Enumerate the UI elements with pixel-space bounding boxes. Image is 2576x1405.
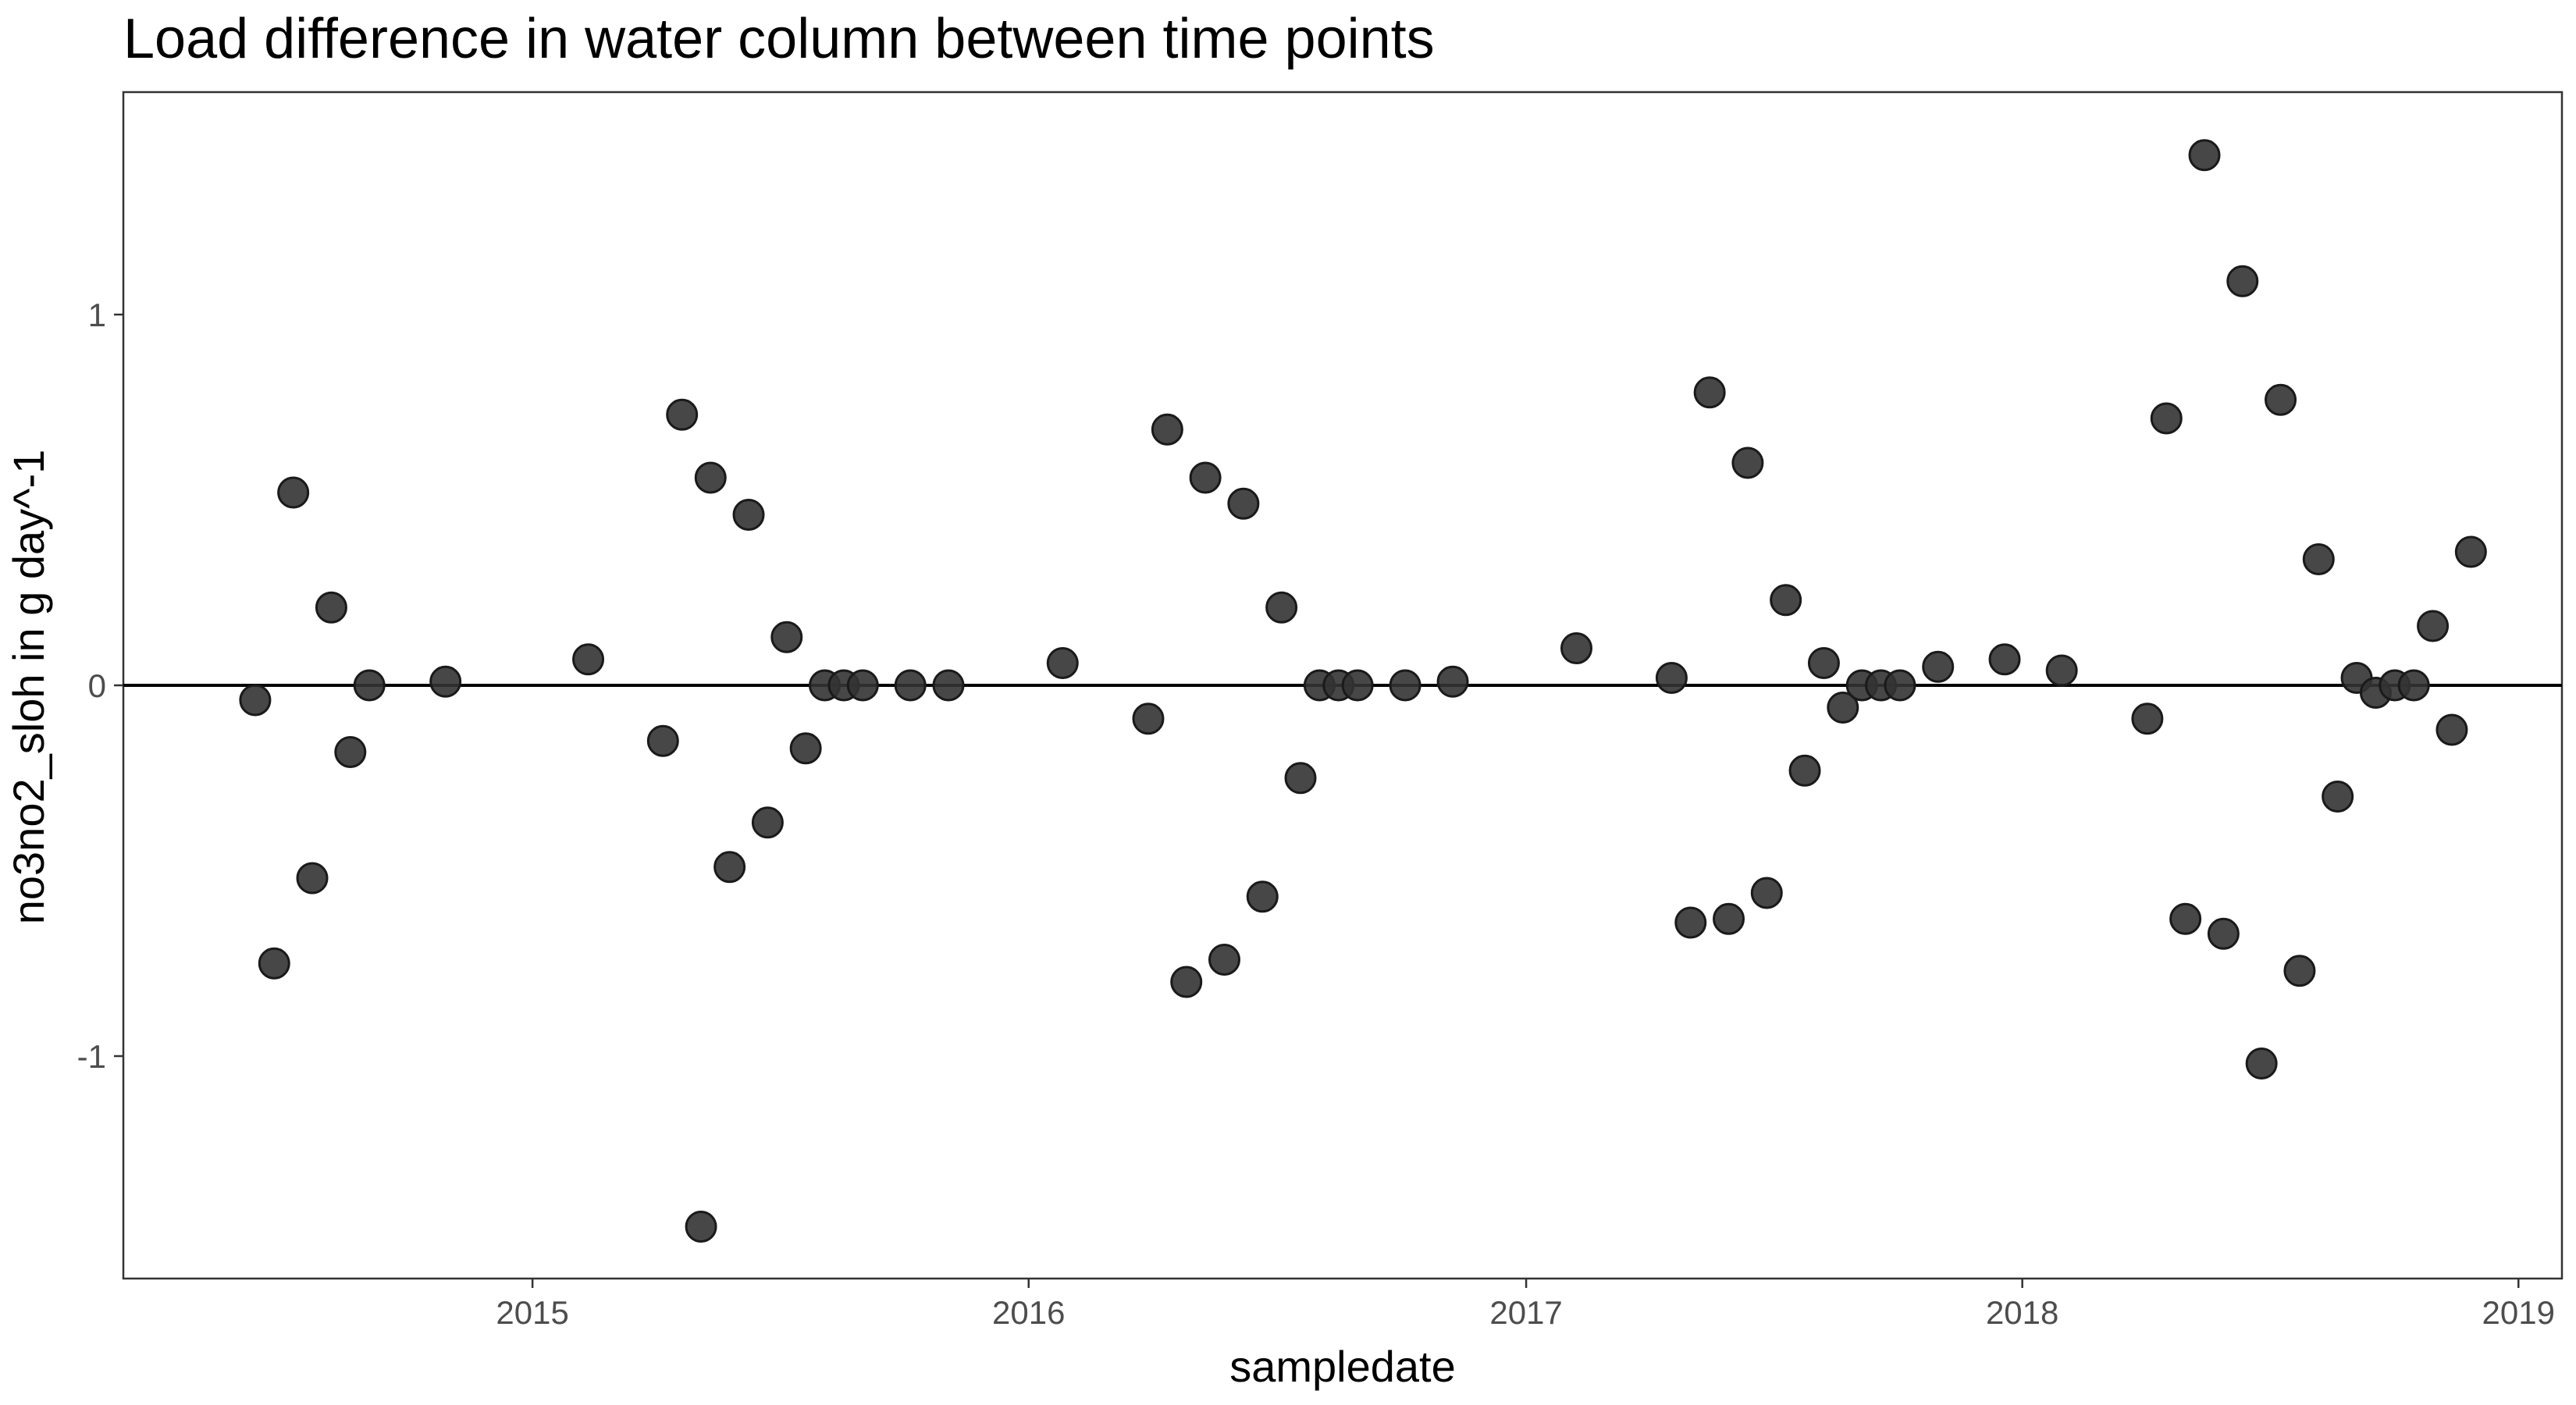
- data-point: [732, 499, 765, 531]
- data-point: [894, 669, 927, 702]
- data-point: [932, 669, 965, 702]
- data-point: [2397, 669, 2430, 702]
- data-point: [1151, 413, 1183, 446]
- data-point: [751, 806, 784, 839]
- chart-title: Load difference in water column between …: [123, 8, 1435, 70]
- data-point: [572, 643, 605, 676]
- data-point: [2045, 654, 2078, 687]
- x-tick-label: 2015: [496, 1294, 568, 1331]
- x-tick-label: 2016: [992, 1294, 1065, 1331]
- data-point: [1132, 702, 1165, 735]
- data-point: [685, 1211, 717, 1243]
- data-point: [789, 732, 822, 765]
- x-axis-title: sampledate: [1229, 1342, 1456, 1391]
- data-point: [334, 736, 367, 768]
- data-point: [2207, 917, 2240, 950]
- data-point: [1189, 461, 1222, 494]
- data-point: [1208, 944, 1241, 976]
- y-axis-title: no3no2_sloh in g day^-1: [4, 450, 53, 925]
- x-tick-label: 2019: [2482, 1294, 2555, 1331]
- data-point: [277, 476, 310, 509]
- data-point: [1436, 665, 1469, 698]
- data-point: [1922, 650, 1955, 683]
- data-point: [666, 398, 699, 431]
- y-tick-label: 1: [88, 297, 106, 333]
- data-point: [296, 862, 329, 895]
- data-point: [1227, 487, 1260, 520]
- data-point: [1560, 632, 1593, 664]
- data-point: [1827, 692, 1859, 724]
- data-point: [2283, 955, 2316, 987]
- data-point: [239, 684, 272, 717]
- data-point: [1655, 662, 1688, 694]
- data-point: [646, 724, 679, 757]
- data-point: [1693, 376, 1726, 409]
- data-point: [1750, 877, 1783, 909]
- data-point: [2322, 781, 2354, 813]
- data-point: [1246, 880, 1279, 913]
- data-point: [2226, 265, 2259, 297]
- data-point: [353, 669, 386, 702]
- data-point: [1046, 647, 1079, 679]
- data-point: [2265, 383, 2297, 416]
- data-point: [2150, 402, 2183, 435]
- data-point: [1807, 647, 1840, 679]
- x-tick-label: 2018: [1986, 1294, 2058, 1331]
- data-point: [1170, 966, 1203, 998]
- data-point: [2417, 610, 2450, 642]
- data-point: [846, 669, 879, 702]
- data-point: [2169, 902, 2202, 935]
- data-point: [2435, 713, 2468, 746]
- data-point: [1341, 669, 1374, 702]
- data-point: [1674, 906, 1707, 939]
- y-tick-label: 0: [88, 667, 106, 704]
- data-point: [315, 591, 347, 624]
- data-point: [1265, 591, 1298, 624]
- data-point: [713, 851, 746, 884]
- x-tick-label: 2017: [1489, 1294, 1562, 1331]
- data-point: [2188, 139, 2221, 172]
- data-point: [2302, 543, 2335, 575]
- data-point: [2131, 702, 2164, 735]
- data-point: [694, 461, 727, 494]
- y-tick-label: -1: [77, 1038, 106, 1075]
- data-point: [1284, 762, 1317, 795]
- data-point: [2245, 1048, 2278, 1080]
- data-point: [1788, 754, 1821, 787]
- data-point: [1988, 643, 2021, 676]
- data-point: [2454, 535, 2487, 568]
- plot-area: -1 0 1 2015 2016 2017 2018 2019: [77, 91, 2564, 1331]
- data-point: [258, 947, 290, 980]
- data-point: [1389, 669, 1421, 702]
- data-point: [429, 665, 462, 698]
- data-point: [1884, 669, 1916, 702]
- data-point: [1713, 902, 1745, 935]
- data-point: [770, 621, 803, 653]
- data-point: [1731, 446, 1764, 479]
- data-point: [1770, 584, 1802, 617]
